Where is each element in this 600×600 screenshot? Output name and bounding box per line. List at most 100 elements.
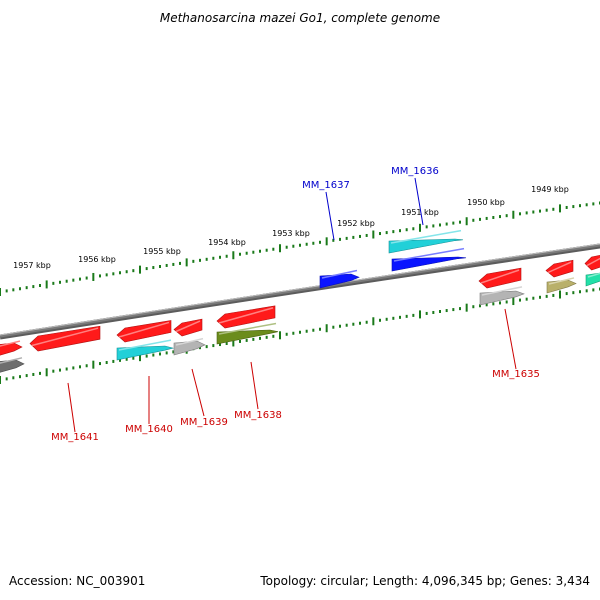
inner-scale-minor-tick bbox=[32, 372, 35, 376]
outer-scale-major-tick bbox=[465, 217, 468, 226]
inner-scale-minor-tick bbox=[439, 310, 441, 314]
inner-scale-minor-tick bbox=[565, 292, 568, 296]
outer-scale-major-tick bbox=[45, 280, 48, 289]
inner-scale-minor-tick bbox=[299, 330, 301, 334]
outer-scale-minor-tick bbox=[445, 222, 448, 226]
inner-scale-minor-tick bbox=[532, 296, 535, 300]
outer-scale-minor-tick bbox=[105, 273, 108, 277]
inner-scale-major-tick bbox=[559, 290, 561, 299]
outer-scale-minor-tick bbox=[365, 233, 368, 237]
outer-scale-minor-tick bbox=[505, 214, 508, 218]
inner-scale-minor-tick bbox=[345, 323, 348, 327]
gene-feature bbox=[0, 340, 23, 356]
gene-feature bbox=[0, 357, 25, 373]
inner-scale-minor-tick bbox=[332, 325, 335, 329]
outer-scale-minor-tick bbox=[552, 207, 555, 211]
outer-scale-minor-tick bbox=[585, 203, 588, 207]
outer-scale-minor-tick bbox=[119, 271, 121, 275]
outer-scale-minor-tick bbox=[565, 205, 568, 209]
outer-scale-minor-tick bbox=[212, 256, 215, 260]
inner-scale-minor-tick bbox=[199, 346, 201, 350]
outer-scale-minor-tick bbox=[459, 220, 461, 224]
outer-scale-minor-tick bbox=[145, 267, 148, 271]
inner-scale-minor-tick bbox=[159, 352, 161, 356]
outer-scale-minor-tick bbox=[52, 281, 55, 285]
inner-scale-minor-tick bbox=[5, 377, 8, 381]
scale-label: 1951 kbp bbox=[401, 208, 439, 217]
outer-scale-minor-tick bbox=[305, 242, 308, 246]
gene-feature bbox=[585, 272, 600, 287]
inner-scale-minor-tick bbox=[405, 314, 408, 318]
gene-feature bbox=[545, 259, 574, 278]
outer-scale-minor-tick bbox=[412, 227, 415, 231]
gene-feature-body bbox=[388, 238, 464, 254]
gene-label-leader bbox=[414, 177, 424, 226]
inner-scale-minor-tick bbox=[305, 329, 308, 333]
gene-feature-highlight bbox=[548, 277, 575, 285]
gene-labels: MM_1637 MM_1636 MM_1641 MM_1640 MM_1639 MM_16… bbox=[51, 166, 540, 443]
outer-scale-minor-tick bbox=[79, 277, 81, 281]
gene-feature-highlight bbox=[393, 247, 465, 262]
inner-scale bbox=[0, 287, 600, 384]
gene-feature-highlight bbox=[0, 357, 23, 364]
inner-scale-minor-tick bbox=[59, 368, 61, 372]
scale-label: 1955 kbp bbox=[143, 247, 181, 256]
gene-feature-highlight bbox=[481, 286, 523, 296]
outer-scale-major-tick bbox=[372, 230, 375, 239]
inner-scale-minor-tick bbox=[505, 300, 508, 304]
inner-scale-minor-tick bbox=[585, 289, 588, 293]
scale-label: 1957 kbp bbox=[13, 261, 51, 270]
inner-scale-minor-tick bbox=[425, 311, 428, 315]
outer-scale-minor-tick bbox=[39, 284, 41, 288]
accession-text: Accession: NC_003901 bbox=[9, 574, 146, 588]
outer-scale-minor-tick bbox=[572, 205, 575, 209]
gene-feature-highlight bbox=[118, 321, 170, 338]
gene-label-group: MM_1639 bbox=[180, 368, 228, 428]
inner-scale-minor-tick bbox=[365, 320, 368, 324]
gene-label: MM_1639 bbox=[180, 417, 228, 428]
inner-scale-major-tick bbox=[279, 331, 281, 340]
outer-scale-minor-tick bbox=[292, 244, 295, 248]
gene-feature bbox=[173, 337, 206, 356]
gene-label-group: MM_1638 bbox=[234, 361, 282, 421]
inner-scale-major-tick bbox=[465, 303, 468, 312]
genome-summary-text: Topology: circular; Length: 4,096,345 bp… bbox=[260, 574, 590, 588]
gene-label-leader bbox=[504, 308, 517, 370]
inner-scale-major-tick bbox=[232, 338, 235, 347]
inner-scale-minor-tick bbox=[552, 293, 555, 297]
gene-feature bbox=[388, 229, 464, 254]
gene-features bbox=[0, 229, 600, 373]
outer-scale-minor-tick bbox=[352, 235, 355, 239]
inner-scale-minor-tick bbox=[579, 290, 581, 294]
outer-scale-minor-tick bbox=[192, 259, 195, 263]
gene-label: MM_1637 bbox=[302, 180, 350, 191]
inner-scale-minor-tick bbox=[572, 291, 575, 295]
inner-scale-minor-tick bbox=[99, 362, 101, 366]
outer-scale: 1957 kbp 1956 kbp 1955 kbp 1954 kbp 1953 kbp… bbox=[0, 185, 600, 296]
outer-scale-minor-tick bbox=[285, 245, 288, 249]
inner-scale-minor-tick bbox=[112, 359, 115, 363]
outer-scale-minor-tick bbox=[479, 217, 481, 221]
gene-feature-highlight bbox=[587, 272, 600, 278]
backbone-highlight bbox=[0, 243, 600, 336]
outer-scale-minor-tick bbox=[452, 221, 455, 225]
inner-scale-minor-tick bbox=[519, 298, 521, 302]
outer-scale-minor-tick bbox=[332, 238, 335, 242]
inner-scale-major-tick bbox=[139, 353, 141, 362]
outer-scale-minor-tick bbox=[499, 215, 501, 219]
inner-scale-minor-tick bbox=[39, 371, 41, 375]
inner-scale-major-tick bbox=[92, 360, 95, 369]
inner-scale-minor-tick bbox=[72, 366, 75, 370]
outer-scale-minor-tick bbox=[72, 278, 75, 282]
gene-feature-body bbox=[216, 329, 279, 345]
outer-scale-minor-tick bbox=[19, 287, 21, 291]
inner-scale-minor-tick bbox=[205, 345, 208, 349]
outer-scale-minor-tick bbox=[379, 232, 381, 236]
gene-feature bbox=[319, 269, 360, 289]
gene-label: MM_1638 bbox=[234, 410, 282, 421]
outer-scale-minor-tick bbox=[432, 224, 435, 228]
outer-scale-minor-tick bbox=[205, 257, 208, 261]
gene-feature bbox=[479, 286, 525, 306]
outer-scale-minor-tick bbox=[485, 216, 488, 220]
outer-scale-minor-tick bbox=[392, 230, 395, 234]
